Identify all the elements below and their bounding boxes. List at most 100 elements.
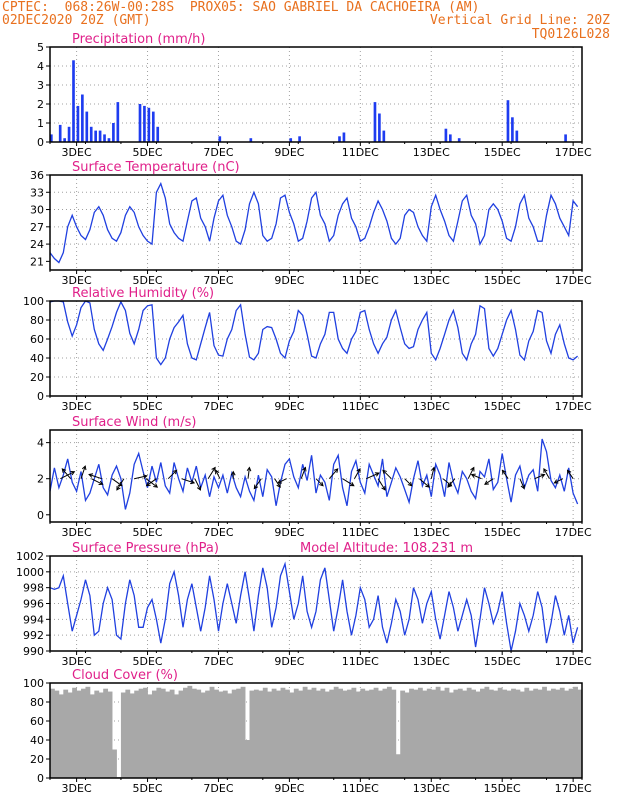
wind-arrow — [377, 478, 386, 491]
wind-arrow — [145, 478, 158, 488]
precip-bar — [107, 138, 111, 142]
cloud-bar — [143, 687, 148, 778]
cloud-bar — [440, 690, 445, 778]
wind-arrow-head — [211, 466, 216, 472]
cloud-bar — [506, 690, 512, 778]
panel-frame — [49, 174, 583, 271]
cloud-bar — [422, 690, 428, 778]
wind-arrow-head — [116, 485, 121, 491]
x-tick-label: 7DEC — [203, 146, 233, 159]
cloud-bar — [236, 688, 242, 778]
x-tick-label: 11DEC — [342, 526, 379, 539]
cloud-bar — [533, 688, 539, 778]
y-tick-label: 40 — [30, 352, 44, 365]
cloud-bar — [413, 689, 419, 778]
wind-arrow — [167, 469, 177, 480]
x-tick-label: 17DEC — [555, 782, 592, 795]
panel-title: Relative Humidity (%) — [72, 286, 214, 301]
cloud-bar — [298, 690, 304, 778]
y-tick-label: 60 — [30, 715, 44, 728]
wind-arrow-head — [215, 469, 220, 475]
cloud-bar — [564, 690, 570, 778]
y-tick-label: 30 — [30, 204, 44, 217]
cloud-bar — [400, 690, 406, 778]
y-tick-label: 4 — [37, 437, 44, 450]
precip-bar — [249, 138, 253, 142]
wind-arrow-head — [246, 466, 252, 472]
panel-pres: 990 992 994 996 998 1000 1002 3DEC 5DEC 7DEC 9DEC 1… — [16, 541, 592, 668]
panel-frame — [49, 682, 583, 779]
wind-arrow-head — [253, 484, 259, 490]
cloud-bar — [338, 688, 343, 778]
x-tick-label: 3DEC — [62, 526, 92, 539]
precip-bar — [382, 130, 386, 142]
cloud-bar — [81, 688, 86, 778]
cloud-bar — [112, 749, 117, 778]
cloud-bar — [404, 692, 410, 778]
y-tick-label: 3 — [37, 79, 44, 92]
cloud-bar — [271, 688, 277, 778]
x-tick-label: 15DEC — [484, 782, 521, 795]
wind-arrow-head — [81, 465, 87, 471]
y-tick-label: 33 — [30, 186, 44, 199]
cloud-bar — [471, 689, 476, 778]
wind-arrow-head — [276, 483, 281, 488]
wind-arrow-head — [430, 466, 436, 472]
panel-temp: 21 24 27 30 33 36 3DEC 5DEC 7DEC 9DEC 11DEC 13DEC 15… — [30, 160, 592, 287]
cloud-bar — [449, 692, 454, 778]
x-tick-label: 13DEC — [413, 274, 450, 287]
cloud-bar — [218, 691, 224, 778]
y-tick-label: 4 — [37, 60, 44, 73]
panel-title: Cloud Cover (%) — [72, 668, 178, 683]
wind-arrow — [181, 478, 195, 484]
x-tick-label: 5DEC — [132, 655, 162, 668]
panel-frame — [49, 300, 583, 397]
wind-series-line — [49, 438, 579, 510]
wind-arrow — [467, 467, 475, 479]
y-tick-label: 2 — [37, 98, 44, 111]
wind-arrow — [80, 465, 86, 479]
cloud-bar — [484, 686, 490, 778]
x-tick-label: 9DEC — [274, 146, 304, 159]
precip-bar — [378, 113, 381, 142]
x-tick-label: 13DEC — [413, 655, 450, 668]
wind-arrow — [207, 467, 216, 479]
x-tick-label: 9DEC — [274, 782, 304, 795]
y-tick-label: 20 — [30, 753, 44, 766]
cloud-bar — [293, 688, 299, 778]
cloud-bar — [138, 688, 144, 778]
x-tick-label: 15DEC — [484, 655, 521, 668]
y-tick-label: 60 — [30, 333, 44, 346]
y-tick-label: 21 — [30, 255, 44, 268]
x-tick-label: 13DEC — [413, 782, 450, 795]
cloud-bar — [497, 687, 503, 778]
wind-arrow — [315, 478, 324, 487]
cloud-bar — [515, 689, 521, 778]
cloud-bar — [537, 689, 543, 778]
cloud-bar — [550, 688, 556, 778]
precip-bar — [103, 134, 106, 142]
y-tick-label: 1 — [37, 117, 44, 130]
precip-bar — [373, 102, 377, 142]
wind-arrow — [247, 467, 250, 479]
cloud-bar — [267, 691, 273, 778]
cloud-bar — [134, 690, 140, 778]
precip-bar — [50, 134, 53, 142]
wind-arrow-head — [145, 481, 151, 487]
wind-arrow — [484, 478, 494, 485]
panel-rh: 0 20 40 60 80 100 3DEC 5DEC 7DEC 9DEC 11DEC 13DEC 15… — [23, 286, 592, 413]
cloud-bar — [546, 690, 552, 778]
precip-bar — [151, 111, 155, 142]
x-tick-label: 5DEC — [132, 526, 162, 539]
x-tick-label: 3DEC — [62, 782, 92, 795]
wind-arrow-head — [484, 480, 489, 485]
cloud-bar — [307, 689, 312, 778]
wind-arrow-head — [88, 473, 94, 478]
wind-arrow-head — [142, 474, 148, 479]
cloud-bar — [542, 686, 547, 778]
wind-arrow-head — [470, 466, 475, 472]
cloud-bar — [85, 686, 91, 778]
wind-arrow — [567, 470, 574, 479]
panel-wind: 0 2 4 3DEC 5DEC 7DEC 9DEC 11DEC 13DEC 15DEC 17DEC S… — [37, 415, 592, 539]
wind-arrow-head — [196, 485, 202, 491]
